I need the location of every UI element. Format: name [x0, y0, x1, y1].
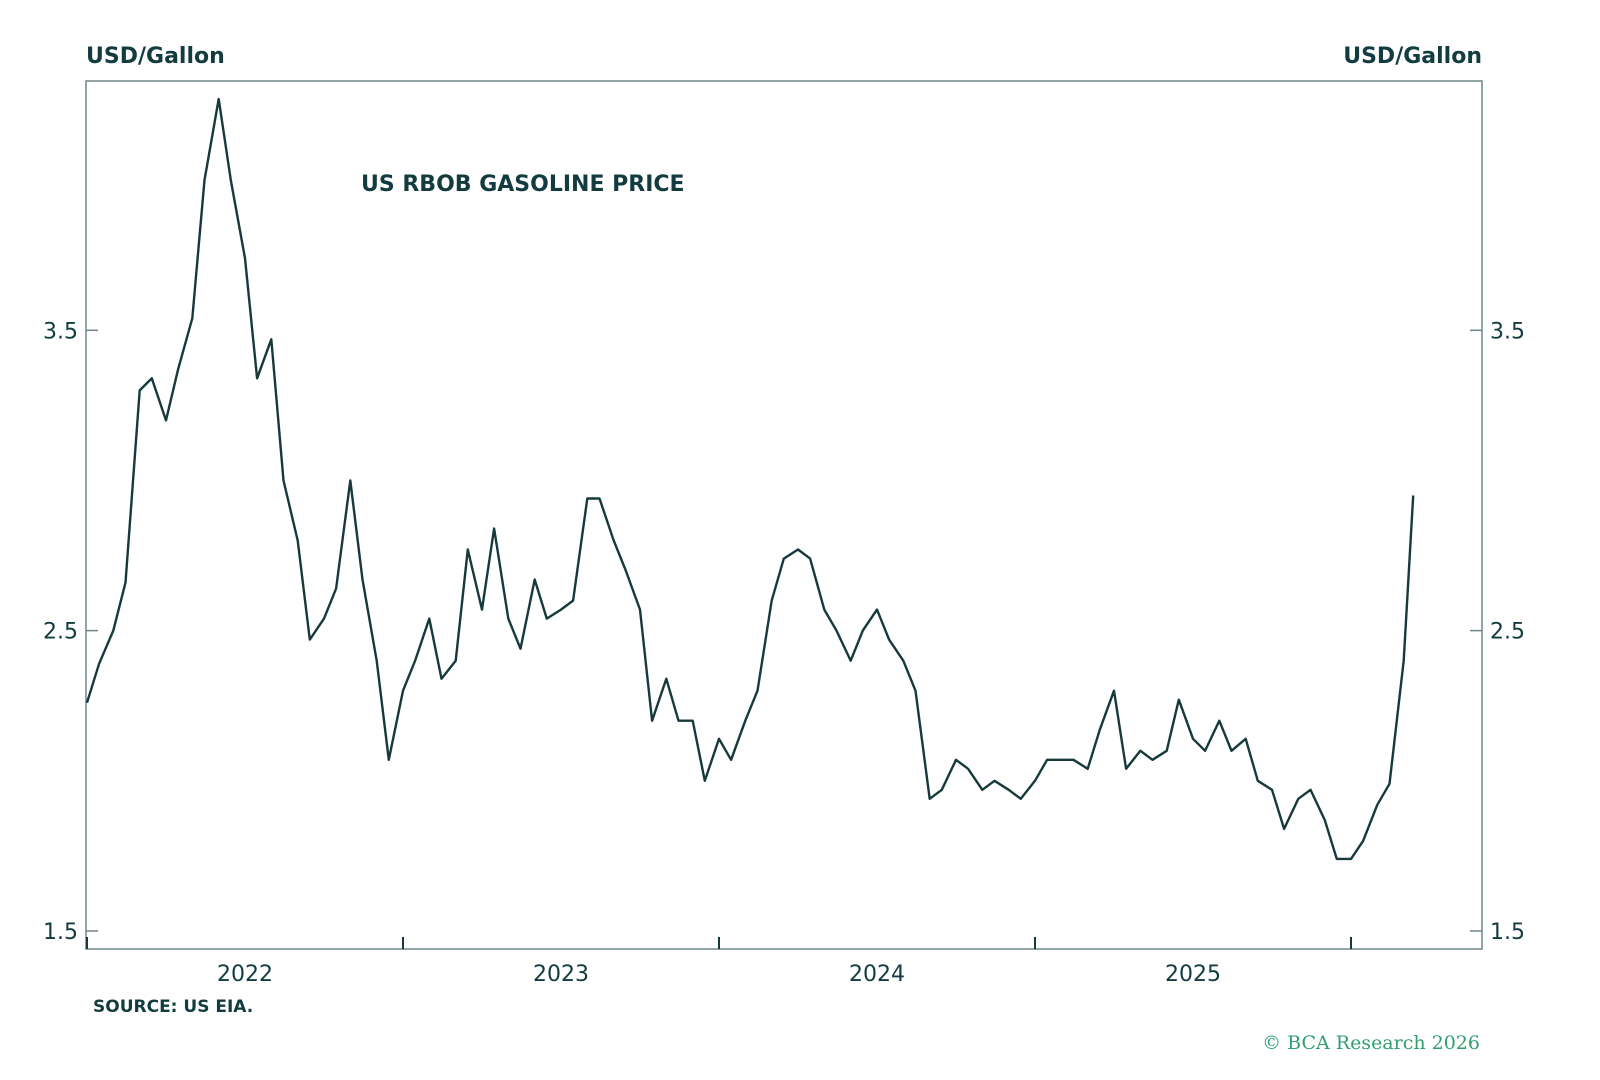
y-tick-label-left: 3.5 — [43, 319, 78, 344]
y-tick-label-right: 1.5 — [1490, 920, 1525, 945]
y-tick-label-left: 2.5 — [43, 620, 78, 645]
y-tick-label-right: 3.5 — [1490, 319, 1525, 344]
plot-frame — [85, 80, 1483, 950]
copyright-logo: © BCA Research 2026 — [1262, 1032, 1480, 1054]
right-axis-unit-label: USD/Gallon — [1343, 44, 1482, 69]
series-line-rbob-price — [85, 97, 1415, 861]
y-tick-label-left: 1.5 — [43, 920, 78, 945]
left-axis-unit-label: USD/Gallon — [86, 44, 225, 69]
y-tick-label-right: 2.5 — [1490, 620, 1525, 645]
chart-title: US RBOB GASOLINE PRICE — [361, 172, 685, 197]
x-tick-label: 2024 — [849, 962, 905, 987]
x-tick-label: 2022 — [217, 962, 273, 987]
x-tick-label: 2023 — [533, 962, 589, 987]
source-note: SOURCE: US EIA. — [93, 997, 254, 1017]
x-tick-label: 2025 — [1165, 962, 1221, 987]
